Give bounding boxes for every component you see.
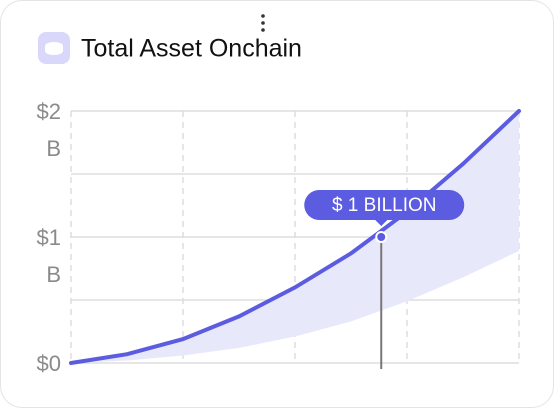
- y-tick-label: $2 B: [36, 99, 61, 161]
- y-tick-label: $0: [36, 351, 61, 376]
- menu-dot[interactable]: [261, 21, 265, 25]
- menu-dot[interactable]: [261, 28, 265, 32]
- annotation-pill: [304, 190, 465, 220]
- menu-dot[interactable]: [261, 14, 265, 18]
- annotation-label: $ 1 BILLION: [332, 195, 437, 216]
- annotation-pointer: [374, 219, 389, 226]
- y-tick-label: $1 B: [36, 225, 61, 287]
- annotation-point: [375, 231, 388, 243]
- band-area: [71, 111, 519, 363]
- icon-coin: [45, 47, 63, 55]
- line: [69, 109, 521, 365]
- chart-title: Total Asset Onchain: [81, 35, 302, 63]
